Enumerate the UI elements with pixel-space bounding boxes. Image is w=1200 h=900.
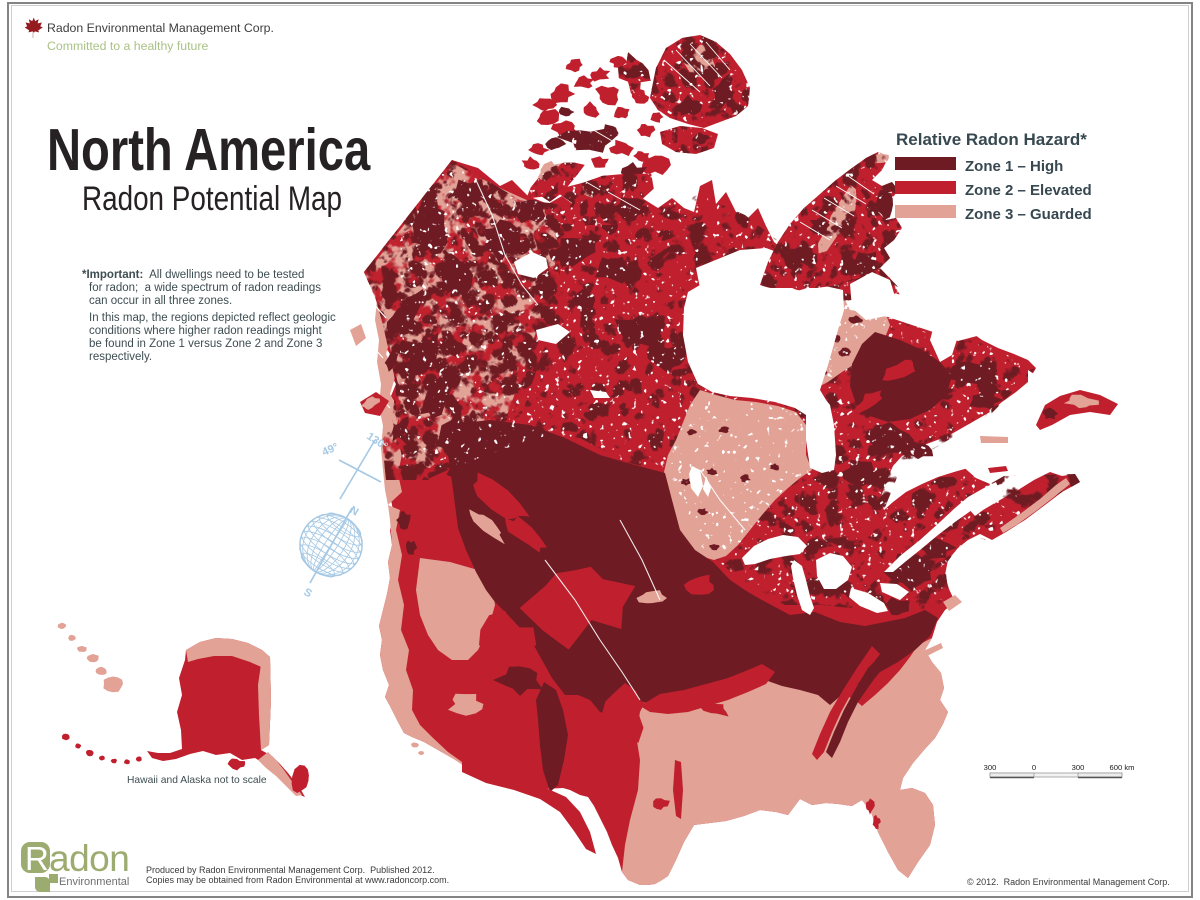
svg-text:0: 0: [1032, 763, 1036, 772]
svg-text:49°: 49°: [320, 441, 340, 459]
svg-text:S: S: [302, 586, 314, 600]
svg-text:N: N: [348, 504, 361, 518]
svg-text:R: R: [25, 840, 49, 877]
svg-text:300: 300: [984, 763, 997, 772]
svg-text:Environmental: Environmental: [59, 876, 129, 888]
svg-text:600 km: 600 km: [1110, 763, 1135, 772]
svg-text:adon: adon: [49, 838, 129, 879]
svg-text:300: 300: [1072, 763, 1085, 772]
